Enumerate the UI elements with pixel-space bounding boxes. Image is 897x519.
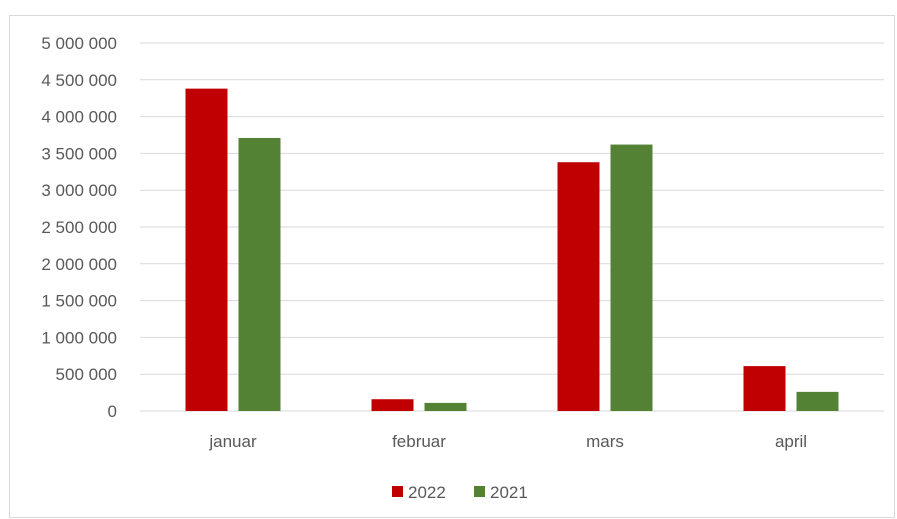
- legend-label: 2021: [490, 483, 528, 502]
- x-tick-label: mars: [586, 432, 624, 451]
- chart-frame: [9, 15, 895, 518]
- bar-februar-2021: [424, 402, 467, 411]
- y-tick-label: 0: [108, 402, 117, 421]
- y-tick-label: 4 000 000: [41, 108, 117, 127]
- y-tick-label: 4 500 000: [41, 71, 117, 90]
- bar-januar-2022: [185, 88, 228, 411]
- legend-swatch: [392, 486, 403, 497]
- bars: [185, 88, 839, 411]
- x-axis-tick-labels: januar februar mars april: [208, 432, 807, 451]
- y-tick-label: 1 500 000: [41, 292, 117, 311]
- bar-januar-2021: [238, 137, 281, 411]
- y-tick-label: 2 000 000: [41, 255, 117, 274]
- y-tick-label: 2 500 000: [41, 218, 117, 237]
- y-axis-tick-labels: 0 500 000 1 000 000 1 500 000 2 000 000 2 500…: [41, 34, 117, 421]
- bar-mars-2021: [610, 144, 653, 411]
- legend: 2022 2021: [392, 483, 528, 502]
- y-tick-label: 5 000 000: [41, 34, 117, 53]
- x-tick-label: januar: [208, 432, 257, 451]
- bar-april-2022: [743, 366, 786, 411]
- legend-swatch: [474, 486, 485, 497]
- y-tick-label: 3 500 000: [41, 144, 117, 163]
- bar-mars-2022: [557, 162, 600, 411]
- bar-april-2021: [796, 391, 839, 411]
- bar-februar-2022: [371, 399, 414, 411]
- x-tick-label: februar: [392, 432, 446, 451]
- legend-label: 2022: [408, 483, 446, 502]
- y-tick-label: 3 000 000: [41, 181, 117, 200]
- y-tick-label: 1 000 000: [41, 328, 117, 347]
- x-tick-label: april: [775, 432, 807, 451]
- y-tick-label: 500 000: [56, 365, 117, 384]
